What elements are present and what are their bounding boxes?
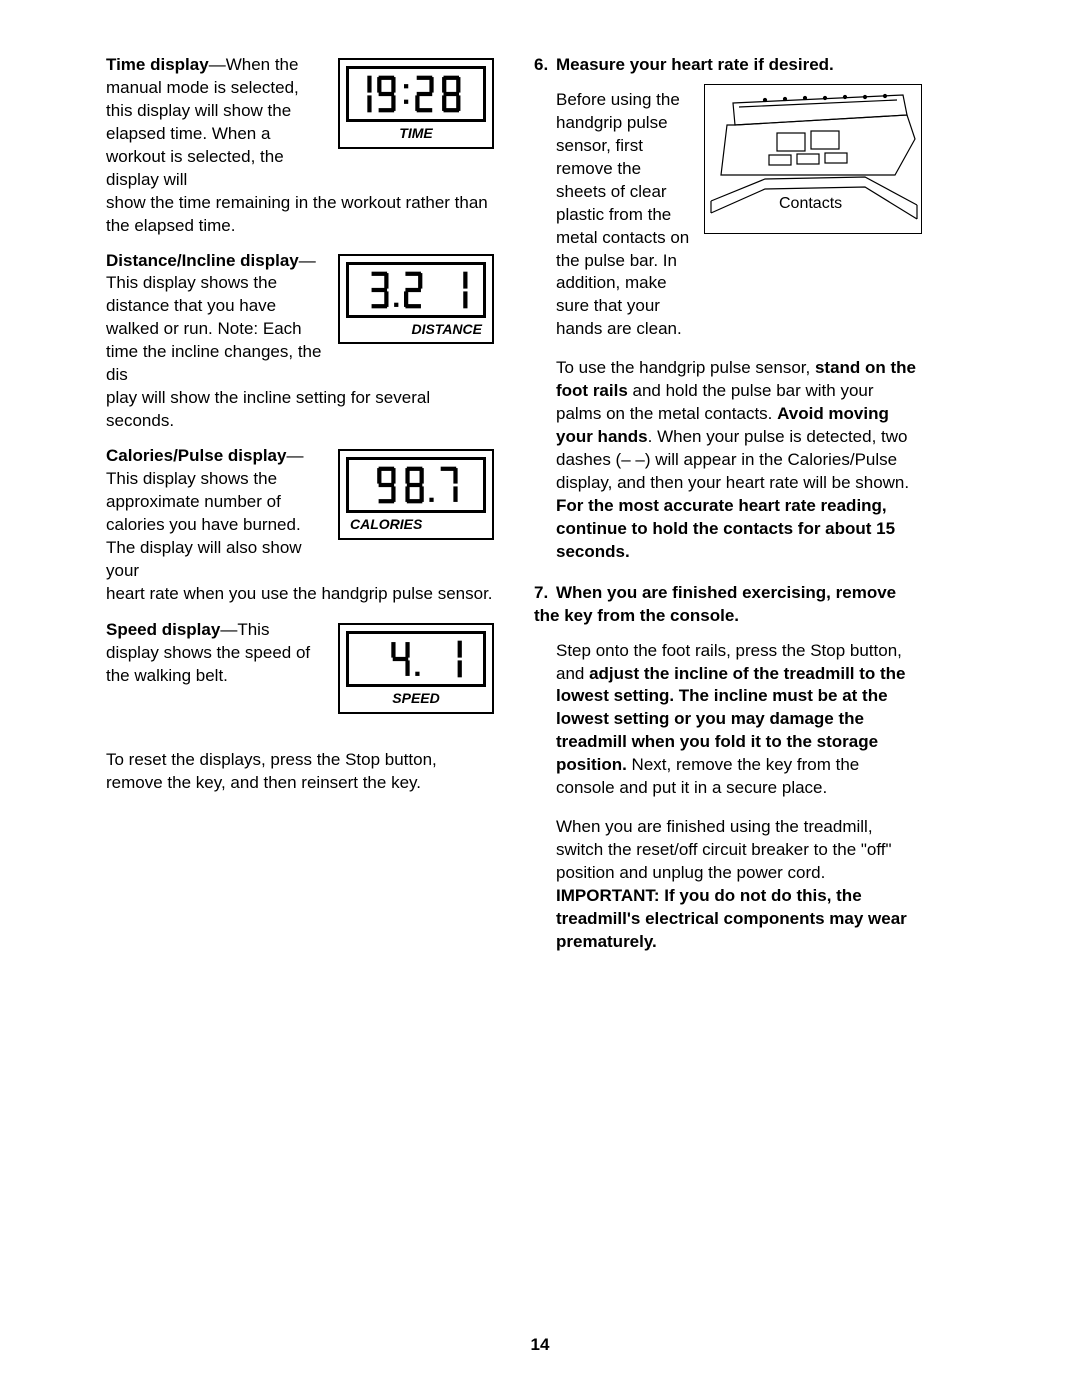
- lcd-calories: CALORIES: [338, 449, 494, 540]
- step-6-p2: To use the handgrip pulse sensor, stand …: [556, 357, 922, 563]
- lcd-calories-label: CALORIES: [340, 515, 492, 538]
- section-distance: DISTANCE Distance/Incline display—This d…: [106, 250, 494, 434]
- step-6-num: 6.: [534, 54, 556, 77]
- page-number: 14: [0, 1334, 1080, 1357]
- lcd-distance-screen: [346, 262, 486, 318]
- step-7-p1: Step onto the foot rails, press the Stop…: [556, 640, 922, 801]
- console-figure: Contacts: [704, 84, 922, 234]
- time-text-1b: show the time remaining in the workout r…: [106, 192, 494, 238]
- lcd-distance-label: DISTANCE: [340, 320, 492, 343]
- reset-paragraph: To reset the displays, press the Stop bu…: [106, 749, 494, 795]
- calories-heading: Calories/Pulse display: [106, 446, 286, 465]
- time-text-1a: —When the manual mode is selected, this …: [106, 55, 299, 189]
- lcd-speed-digits: [349, 635, 483, 683]
- lcd-calories-screen: [346, 457, 486, 513]
- lcd-distance-digits: [349, 266, 483, 314]
- lcd-speed: SPEED: [338, 623, 494, 714]
- console-callout: Contacts: [779, 193, 842, 215]
- step-6-title: Measure your heart rate if desired.: [556, 55, 834, 74]
- lcd-distance: DISTANCE: [338, 254, 494, 345]
- step-7: 7.When you are finished exercising, remo…: [534, 582, 922, 954]
- right-column: 6.Measure your heart rate if desired.: [534, 54, 922, 972]
- lcd-calories-digits: [349, 461, 483, 509]
- lcd-speed-screen: [346, 631, 486, 687]
- distance-heading: Distance/Incline display: [106, 251, 299, 270]
- step-7-title: When you are finished exercising, remove…: [534, 583, 896, 625]
- lcd-speed-label: SPEED: [340, 689, 492, 712]
- time-heading: Time display: [106, 55, 209, 74]
- left-column: TIME Time display—When the manual mode i…: [106, 54, 494, 972]
- speed-heading: Speed display: [106, 620, 220, 639]
- section-time: TIME Time display—When the manual mode i…: [106, 54, 494, 238]
- step-7-num: 7.: [534, 582, 556, 605]
- lcd-time-digits: [349, 70, 483, 118]
- lcd-time-label: TIME: [340, 124, 492, 147]
- distance-text-1b: play will show the incline setting for s…: [106, 387, 494, 433]
- calories-text-1b: heart rate when you use the handgrip pul…: [106, 583, 494, 606]
- lcd-time: TIME: [338, 58, 494, 149]
- lcd-time-screen: [346, 66, 486, 122]
- section-calories: CALORIES Calories/Pulse display—This dis…: [106, 445, 494, 615]
- step-6: 6.Measure your heart rate if desired.: [534, 54, 922, 564]
- step-7-p2: When you are finished using the treadmil…: [556, 816, 922, 954]
- section-speed: SPEED Speed display—This display shows t…: [106, 619, 494, 729]
